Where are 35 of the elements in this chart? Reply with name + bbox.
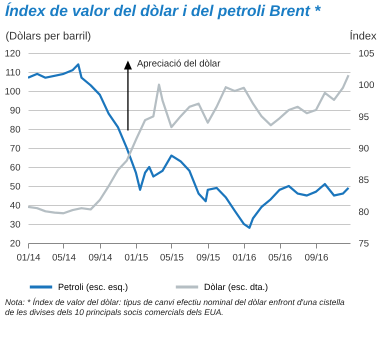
legend-label: Petroli (esc. esq.) <box>58 282 128 292</box>
x-tick-label: 05/16 <box>268 252 292 264</box>
x-tick-label: 05/15 <box>160 252 184 264</box>
y-tick-label: 40 <box>10 200 20 212</box>
y-tick-label: 80 <box>10 124 20 136</box>
y-tick-label: 70 <box>10 144 20 154</box>
y2-tick-label: 100 <box>358 80 374 92</box>
text: Nota: * Índex de valor del dòlar: tipus de canvi efectiu nominal del dòlar enfront d'una cistella de les divises dels 10 principals socis comercials dels EUA. <box>5 297 345 317</box>
y2-tick-label: 80 <box>358 206 370 218</box>
y2-axis-title: Índex <box>350 30 377 42</box>
y2-tick-label: 105 <box>358 48 374 60</box>
y-tick-label: 110 <box>5 68 20 78</box>
y2-tick-label: 90 <box>358 144 370 154</box>
y-axis-title: (Dòlars per barril) <box>6 30 92 42</box>
x-tick-label: 09/15 <box>196 252 220 264</box>
y-tick-label: 30 <box>10 220 20 230</box>
x-tick-label: 05/14 <box>52 252 76 264</box>
y2-tick-label: 75 <box>358 238 370 250</box>
x-tick-label: 01/16 <box>232 252 256 264</box>
x-tick-label: 09/16 <box>304 252 328 264</box>
y-tick-label: 20 <box>10 238 20 250</box>
annotation: Apreciació del dòlar <box>136 58 220 70</box>
y-tick-label: 100 <box>4 86 20 98</box>
y-tick-label: 120 <box>4 48 20 60</box>
x-tick-label: 01/15 <box>124 252 148 264</box>
y2-tick-label: 95 <box>358 112 370 123</box>
x-tick-label: 01/14 <box>16 252 40 264</box>
x-tick-label: 09/14 <box>88 252 112 264</box>
y-tick-label: 60 <box>10 162 20 174</box>
legend-label: Dòlar (esc. dta.) <box>204 282 268 292</box>
y-tick-label: 90 <box>10 106 20 116</box>
y2-tick-label: 85 <box>358 175 370 186</box>
chart-title: Índex de valor del dòlar i del petroli Brent * <box>5 3 320 21</box>
y-tick-label: 50 <box>10 182 20 192</box>
line-series <box>28 74 350 214</box>
